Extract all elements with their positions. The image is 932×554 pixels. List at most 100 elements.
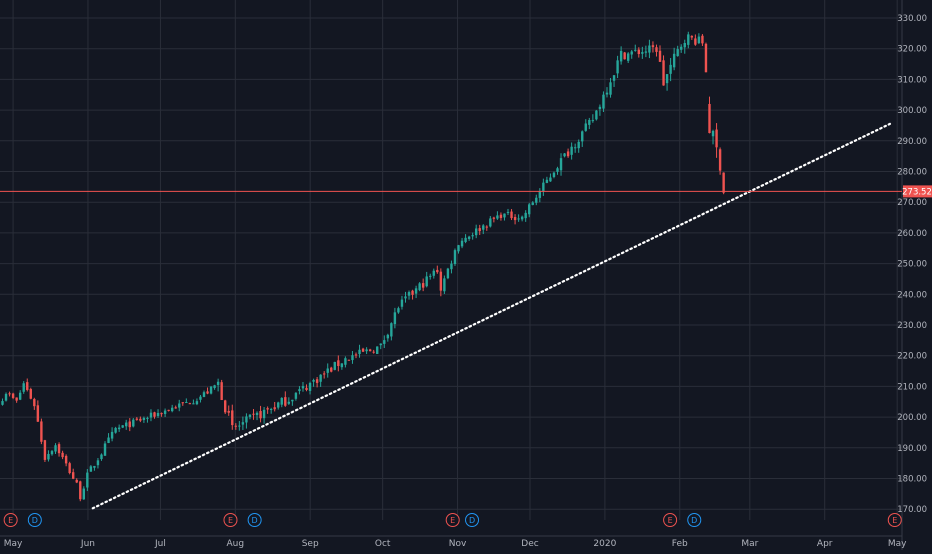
candle-body: [644, 51, 648, 53]
candle-body: [612, 75, 616, 81]
candle-body: [581, 131, 584, 142]
candle-body: [690, 35, 694, 38]
candle-body: [132, 419, 135, 427]
candle-body: [443, 278, 446, 292]
candle-body: [224, 400, 227, 413]
candle-body: [510, 211, 513, 219]
candle-body: [669, 64, 672, 74]
earnings-marker[interactable]: [887, 513, 902, 527]
candle-body: [655, 47, 658, 52]
candle-body: [252, 413, 255, 415]
candle-body: [602, 94, 605, 109]
candle-body: [8, 393, 11, 395]
candle-body: [651, 45, 655, 48]
candle-body: [626, 53, 630, 61]
candle-body: [687, 34, 690, 45]
candle-body: [255, 412, 259, 416]
candle-body: [188, 403, 192, 405]
candle-body: [117, 427, 121, 430]
earnings-marker[interactable]: [3, 513, 18, 527]
candle-body: [75, 479, 78, 483]
candle-body: [47, 453, 50, 460]
candle-body: [351, 355, 354, 361]
candle-body: [96, 460, 100, 466]
candle-body: [506, 211, 510, 213]
candle-body: [524, 212, 527, 219]
candle-body: [379, 343, 382, 346]
candle-body: [266, 408, 269, 410]
dividend-marker[interactable]: [687, 513, 702, 527]
candle-body: [322, 373, 326, 375]
trendline[interactable]: [91, 122, 892, 510]
candle-body: [446, 268, 450, 279]
dividend-marker[interactable]: [465, 513, 480, 527]
earnings-marker-label: E: [450, 516, 455, 525]
y-tick-label: 280.00: [897, 168, 927, 178]
candle-body: [163, 410, 167, 414]
candle-body: [573, 147, 577, 149]
candle-body: [637, 49, 640, 55]
candle-body: [280, 397, 283, 405]
candle-body: [450, 263, 453, 270]
candle-body: [577, 141, 580, 149]
candle-body: [605, 92, 609, 95]
y-tick-label: 310.00: [897, 75, 927, 85]
candle-body: [305, 387, 308, 390]
candle-body: [598, 106, 602, 110]
candle-body: [623, 52, 626, 60]
candle-body: [50, 451, 54, 455]
y-tick-label: 170.00: [897, 505, 927, 515]
candle-body: [609, 82, 612, 95]
y-tick-label: 330.00: [897, 14, 927, 24]
candle-body: [241, 422, 245, 425]
candle-body: [715, 129, 718, 148]
candle-body: [178, 403, 181, 408]
candle-body: [485, 226, 488, 228]
x-tick-label: Apr: [817, 539, 833, 549]
dividend-marker[interactable]: [247, 513, 262, 527]
candle-body: [556, 168, 559, 172]
dividend-marker-label: D: [32, 516, 38, 525]
candle-body: [100, 454, 103, 460]
candle-body: [344, 358, 347, 365]
candle-body: [722, 172, 725, 193]
candle-body: [103, 443, 107, 456]
candle-body: [15, 397, 18, 401]
candle-body: [72, 472, 75, 479]
candle-body: [156, 412, 160, 416]
candle-body: [93, 465, 96, 468]
earnings-marker-label: E: [8, 516, 13, 525]
candle-body: [478, 228, 481, 232]
candle-body: [326, 368, 329, 373]
candle-body: [68, 463, 71, 474]
dividend-marker-label: D: [469, 516, 475, 525]
candle-body: [79, 481, 82, 500]
candles: [1, 31, 725, 502]
candle-body: [503, 213, 506, 218]
candle-body: [531, 202, 534, 205]
candle-body: [648, 45, 651, 53]
earnings-marker[interactable]: [663, 513, 678, 527]
candle-body: [372, 351, 375, 353]
earnings-marker[interactable]: [445, 513, 460, 527]
candle-body: [517, 218, 520, 220]
candle-body: [125, 422, 128, 427]
candle-body: [301, 386, 305, 389]
candle-body: [704, 43, 708, 73]
candle-body: [54, 445, 57, 452]
candle-body: [153, 412, 156, 417]
candle-body: [460, 240, 464, 247]
candle-body: [496, 215, 499, 219]
candle-body: [291, 399, 294, 402]
earnings-marker[interactable]: [223, 513, 238, 527]
candle-body: [231, 410, 234, 426]
candle-body: [262, 409, 266, 419]
y-tick-label: 240.00: [897, 290, 927, 300]
candle-body: [181, 402, 184, 404]
dividend-marker[interactable]: [27, 513, 42, 527]
candle-body: [407, 292, 411, 296]
